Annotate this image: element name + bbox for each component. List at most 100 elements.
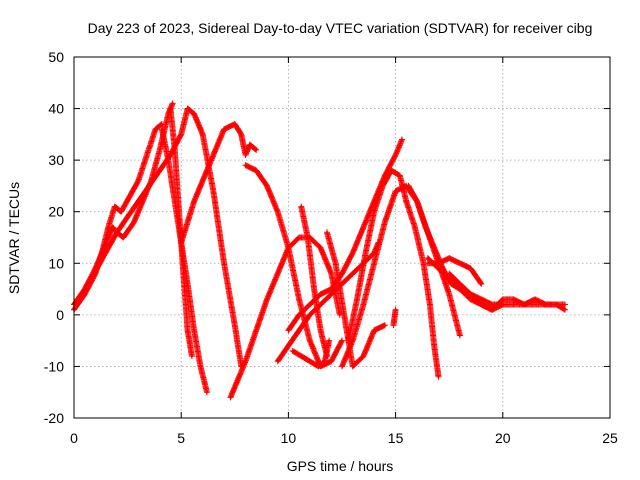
data-point — [308, 360, 312, 363]
data-point — [287, 344, 290, 347]
data-point — [199, 365, 202, 368]
data-point — [362, 225, 365, 229]
data-point — [355, 298, 359, 301]
data-point — [437, 262, 440, 265]
series-arc5 — [158, 126, 210, 396]
data-point — [192, 329, 196, 332]
data-point — [169, 107, 172, 110]
data-point — [319, 246, 322, 250]
data-point — [244, 360, 247, 363]
y-tick-label: 30 — [48, 152, 64, 168]
data-point — [340, 339, 344, 342]
data-point — [400, 138, 404, 141]
data-point — [325, 231, 329, 234]
x-tick-label: 15 — [388, 430, 404, 446]
series-arc12 — [289, 337, 333, 370]
data-point — [424, 225, 427, 229]
data-point — [141, 200, 144, 203]
data-point — [212, 153, 215, 157]
data-point — [145, 153, 149, 157]
data-point — [255, 169, 258, 172]
data-point — [334, 262, 337, 265]
y-tick-label: 0 — [56, 307, 64, 323]
data-point — [330, 293, 333, 296]
data-point — [383, 220, 387, 224]
data-point — [158, 169, 161, 172]
data-point-marks — [298, 203, 330, 360]
data-point — [291, 349, 294, 353]
data-point — [342, 313, 346, 317]
data-point — [287, 246, 290, 250]
data-point — [340, 365, 344, 368]
data-point — [432, 246, 436, 250]
data-point — [255, 329, 258, 332]
data-point — [160, 122, 164, 126]
series-arc8 — [227, 234, 343, 401]
data-point — [233, 122, 236, 126]
data-point — [394, 189, 397, 193]
data-point — [192, 200, 196, 203]
data-point — [212, 189, 215, 193]
data-point — [383, 323, 387, 327]
y-axis-label: SDTVAR / TECUs — [6, 182, 22, 294]
series-arc15 — [345, 167, 410, 344]
data-point — [160, 128, 164, 131]
data-point — [297, 236, 301, 239]
data-point — [432, 344, 436, 347]
data-point — [113, 205, 116, 208]
data-point — [347, 339, 350, 342]
data-point — [222, 262, 226, 265]
data-point — [469, 298, 472, 301]
data-point — [276, 272, 279, 275]
data-point — [351, 251, 354, 255]
data-point — [222, 128, 226, 131]
data-point — [501, 303, 504, 306]
data-point — [490, 303, 494, 306]
data-point — [137, 179, 140, 182]
data-point — [173, 200, 176, 203]
y-tick-label: -20 — [44, 410, 64, 426]
data-point — [107, 246, 110, 250]
x-tick-label: 0 — [70, 430, 78, 446]
data-point — [362, 354, 365, 358]
data-point — [306, 236, 309, 239]
axis-ticks — [73, 56, 611, 419]
data-point — [317, 365, 320, 368]
data-point — [308, 313, 312, 317]
data-point — [186, 220, 189, 224]
data-point-marks — [227, 234, 343, 401]
data-point — [490, 308, 494, 311]
data-point — [405, 200, 408, 203]
data-point — [229, 396, 232, 399]
data-point — [381, 184, 384, 188]
data-point — [394, 308, 397, 311]
data-point — [563, 308, 567, 311]
data-point — [392, 323, 395, 327]
data-point — [233, 323, 236, 327]
data-point — [244, 164, 247, 167]
series-arc14 — [324, 229, 388, 370]
data-point — [308, 339, 312, 342]
data-point — [351, 365, 354, 368]
data-point — [330, 287, 333, 291]
data-point — [201, 179, 204, 182]
data-point — [512, 298, 515, 301]
data-point — [119, 210, 123, 213]
data-point — [480, 298, 483, 301]
data-point — [458, 287, 462, 291]
data-point — [137, 200, 140, 203]
data-point — [102, 246, 106, 250]
data-point — [458, 334, 462, 337]
data-point — [323, 360, 327, 363]
data-point — [563, 303, 567, 306]
data-point — [186, 329, 189, 332]
data-point — [448, 293, 451, 296]
data-point — [180, 133, 183, 136]
data-point — [501, 298, 504, 301]
x-tick-label: 5 — [177, 430, 185, 446]
data-point — [167, 158, 170, 162]
y-tick-label: 10 — [48, 255, 64, 271]
y-tick-label: 20 — [48, 204, 64, 220]
data-points — [71, 100, 568, 401]
data-point — [415, 200, 419, 203]
